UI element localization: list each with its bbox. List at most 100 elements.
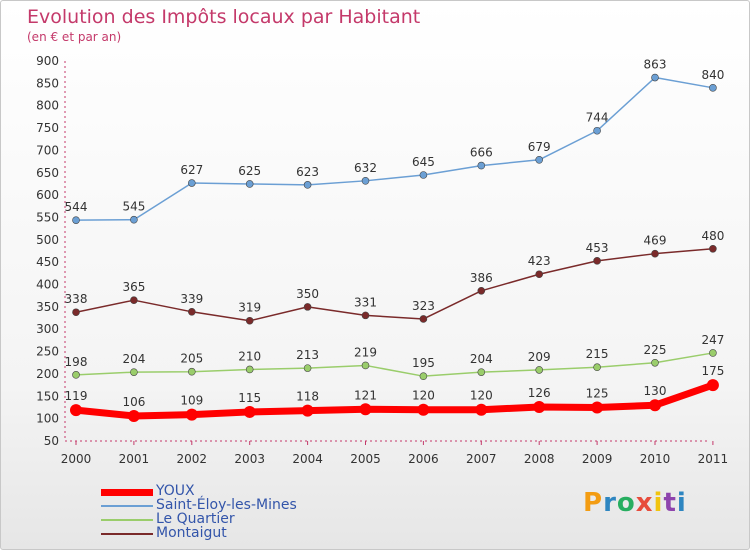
series-line-1 bbox=[75, 76, 714, 221]
legend-item: YOUX bbox=[101, 483, 361, 499]
data-point bbox=[535, 156, 544, 164]
data-label: 863 bbox=[644, 58, 667, 72]
x-tick-label: 2007 bbox=[466, 452, 497, 466]
series-line-2 bbox=[75, 352, 714, 377]
y-tick-label: 600 bbox=[36, 188, 59, 202]
series-line-0 bbox=[72, 381, 717, 420]
data-point bbox=[245, 316, 254, 325]
y-tick-label: 450 bbox=[36, 255, 59, 269]
legend-item: Le Quartier bbox=[101, 511, 361, 527]
legend-swatch bbox=[101, 488, 153, 496]
data-point bbox=[303, 364, 312, 372]
data-label: 225 bbox=[644, 343, 667, 357]
y-tick-label: 650 bbox=[36, 166, 59, 180]
data-point bbox=[127, 409, 140, 422]
chart-subtitle: (en € et par an) bbox=[27, 30, 122, 44]
data-label: 247 bbox=[701, 333, 724, 347]
y-tick-label: 350 bbox=[36, 300, 59, 314]
data-point bbox=[243, 405, 256, 418]
data-label: 120 bbox=[412, 389, 435, 403]
data-label: 319 bbox=[238, 301, 261, 315]
y-tick-label: 850 bbox=[36, 76, 59, 90]
y-tick-label: 300 bbox=[36, 322, 59, 336]
data-label: 205 bbox=[180, 352, 203, 366]
y-tick-label: 150 bbox=[36, 389, 59, 403]
x-tick-label: 2010 bbox=[640, 452, 671, 466]
legend-label: Le Quartier bbox=[156, 511, 235, 527]
legend-swatch bbox=[101, 505, 153, 507]
data-point bbox=[593, 126, 601, 135]
logo-letter: t bbox=[663, 488, 677, 518]
data-label: 744 bbox=[586, 111, 609, 125]
data-label: 666 bbox=[470, 146, 493, 160]
x-tick-label: 2001 bbox=[119, 452, 150, 466]
data-label: 204 bbox=[470, 352, 493, 366]
data-point bbox=[361, 311, 370, 320]
data-label: 453 bbox=[586, 241, 609, 255]
data-point bbox=[188, 367, 196, 376]
data-point bbox=[303, 181, 312, 189]
data-label: 118 bbox=[296, 390, 319, 404]
data-point bbox=[535, 366, 544, 374]
data-label: 350 bbox=[296, 287, 319, 301]
legend-label: YOUX bbox=[156, 483, 195, 499]
data-label: 195 bbox=[412, 356, 435, 370]
data-label: 125 bbox=[586, 386, 609, 400]
data-label: 632 bbox=[354, 161, 377, 175]
data-point bbox=[130, 215, 138, 224]
logo-letter: x bbox=[635, 488, 654, 518]
data-point bbox=[185, 408, 198, 421]
legend-swatch bbox=[101, 519, 153, 521]
y-tick-label: 500 bbox=[36, 233, 59, 247]
data-label: 198 bbox=[65, 355, 88, 369]
data-point bbox=[419, 171, 428, 179]
data-point bbox=[417, 403, 430, 416]
data-label: 679 bbox=[528, 140, 551, 154]
data-label: 645 bbox=[412, 155, 435, 169]
data-point bbox=[709, 84, 717, 92]
data-point bbox=[303, 303, 312, 311]
chart-title: Evolution des Impôts locaux par Habitant bbox=[27, 6, 421, 28]
data-label: 175 bbox=[701, 364, 724, 378]
data-label: 120 bbox=[470, 389, 493, 403]
data-label: 840 bbox=[701, 68, 724, 82]
data-point bbox=[709, 349, 717, 357]
data-point bbox=[593, 363, 601, 372]
data-label: 126 bbox=[528, 386, 551, 400]
logo-letter: r bbox=[603, 488, 617, 518]
data-label: 109 bbox=[180, 394, 203, 408]
y-tick-label: 200 bbox=[36, 367, 59, 381]
legend-label: Saint-Éloy-les-Mines bbox=[156, 497, 297, 513]
data-point bbox=[361, 177, 370, 185]
y-tick-label: 100 bbox=[36, 412, 59, 426]
data-point bbox=[245, 180, 254, 188]
y-tick-label: 700 bbox=[36, 143, 59, 157]
data-point bbox=[477, 161, 486, 170]
x-tick-label: 2006 bbox=[408, 452, 439, 466]
x-tick-label: 2008 bbox=[524, 452, 555, 466]
data-point bbox=[72, 371, 80, 379]
data-label: 119 bbox=[65, 389, 88, 403]
proxiti-logo: Proxiti bbox=[583, 488, 687, 518]
data-point bbox=[70, 404, 82, 417]
data-point bbox=[651, 73, 659, 82]
data-label: 219 bbox=[354, 345, 377, 359]
legend-swatch bbox=[101, 533, 153, 535]
data-point bbox=[188, 307, 196, 316]
data-point bbox=[419, 372, 428, 380]
x-tick-label: 2009 bbox=[582, 452, 613, 466]
data-point bbox=[477, 368, 486, 376]
data-label: 627 bbox=[180, 163, 203, 177]
data-label: 204 bbox=[122, 352, 145, 366]
data-label: 331 bbox=[354, 295, 377, 309]
data-point bbox=[535, 270, 544, 279]
data-label: 121 bbox=[354, 388, 377, 402]
y-tick-label: 900 bbox=[36, 54, 59, 68]
data-point bbox=[593, 257, 601, 265]
data-point bbox=[477, 286, 486, 295]
data-label: 423 bbox=[528, 254, 551, 268]
y-tick-label: 400 bbox=[36, 278, 59, 292]
data-point bbox=[419, 315, 428, 323]
